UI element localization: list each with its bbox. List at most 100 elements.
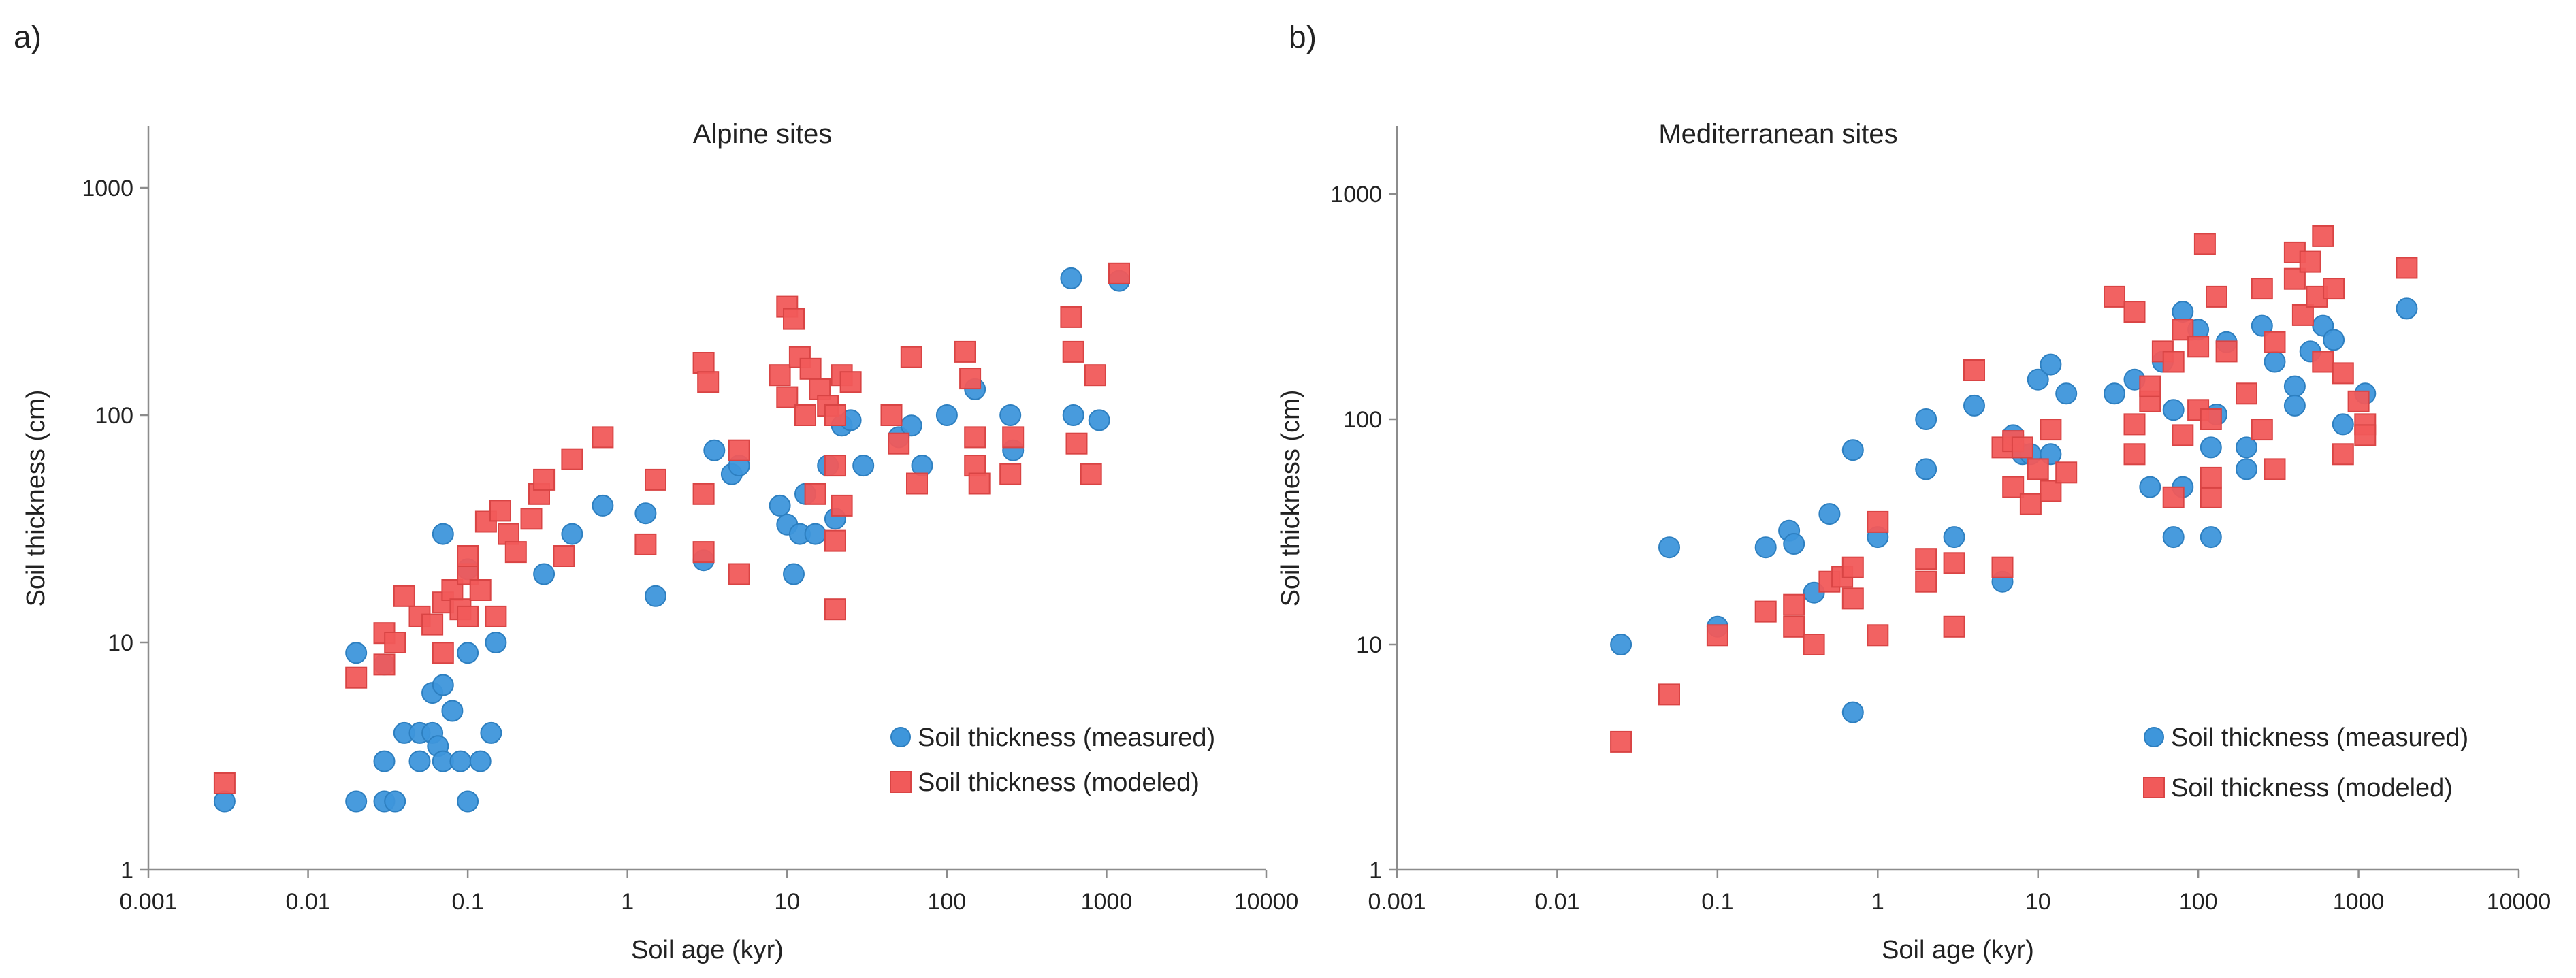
x-tick-label: 10 [774,889,800,915]
x-tick-label: 1 [621,889,634,915]
axis-ticks-b: 0.001 0.01 0.1 1 10 100 1000 10000 1 10 100 1000 [1330,182,2551,915]
point-measured [2200,436,2222,459]
point-measured [1915,458,1937,480]
point-modeled [2323,278,2345,300]
point-modeled [2236,382,2257,405]
point-modeled [692,352,715,374]
y-tick-label: 1 [120,858,133,883]
point-measured [2264,351,2286,373]
legend-b: Soil thickness (measured) Soil thickness… [2143,723,2468,802]
point-modeled [794,404,816,426]
point-measured [2200,526,2222,549]
point-measured [1658,536,1680,559]
point-modeled [1706,624,1728,647]
legend-label-modeled-a: Soil thickness (modeled) [918,768,1200,797]
point-measured [2139,476,2161,498]
point-measured [1915,408,1937,430]
point-modeled [1084,364,1106,387]
point-modeled [421,613,444,636]
point-measured [804,523,826,545]
point-modeled [2055,461,2078,484]
point-modeled [1783,593,1805,616]
point-modeled [824,529,846,552]
point-measured [2055,382,2078,405]
x-tick-label: 0.001 [119,889,177,915]
point-modeled [2264,331,2286,353]
point-measured [769,494,791,517]
point-modeled [2162,486,2185,508]
point-modeled [1610,730,1632,753]
x-tick-label: 1000 [1081,889,1133,915]
y-tick-label: 1000 [82,176,133,201]
point-measured [485,632,507,653]
data-points-b [1610,225,2418,753]
point-modeled [968,472,991,495]
chart-mediterranean-sites: b) Mediterranean sites 0.001 0.01 0.1 1 10 10… [1276,19,2551,964]
point-modeled [964,426,986,449]
point-modeled [2123,443,2146,466]
x-tick-label: 1 [1871,889,1884,915]
point-modeled [2172,424,2194,446]
point-measured [457,642,479,664]
y-tick-label: 100 [1343,407,1382,433]
point-modeled [213,772,236,794]
point-measured [2104,382,2125,405]
point-modeled [728,563,750,585]
point-measured [703,439,726,461]
point-measured [935,404,958,426]
point-measured [449,750,472,772]
legend-marker-modeled-b [2143,777,2165,798]
point-modeled [2299,250,2321,273]
legend-marker-measured-a [890,727,911,747]
point-measured [441,700,464,722]
point-modeled [489,500,511,522]
point-measured [1963,394,1985,417]
point-modeled [345,666,368,689]
point-modeled [2019,493,2042,515]
point-modeled [2200,408,2222,430]
point-modeled [2123,413,2146,436]
x-tick-label: 0.1 [452,889,484,915]
point-modeled [2396,257,2418,279]
point-modeled [692,541,715,564]
point-modeled [824,598,846,621]
x-tick-label: 1000 [2333,889,2385,915]
x-axis-label-b: Soil age (kyr) [1882,936,2034,964]
point-modeled [888,432,910,455]
point-modeled [1943,552,1965,574]
y-tick-label: 1 [1369,858,1382,883]
point-measured [1783,533,1805,555]
point-modeled [2206,285,2227,308]
point-modeled [1065,432,1088,455]
point-modeled [561,448,583,470]
point-modeled [2040,419,2062,441]
point-modeled [728,439,750,461]
point-modeled [2104,285,2125,308]
point-measured [1818,503,1841,525]
point-modeled [2187,336,2210,358]
point-measured [561,523,583,545]
point-modeled [906,472,928,495]
point-measured [2236,436,2257,459]
point-modeled [1841,556,1864,578]
y-tick-label: 10 [1356,632,1382,658]
point-modeled [2251,278,2273,300]
point-modeled [2200,486,2222,508]
point-measured [373,750,396,772]
point-modeled [776,386,799,408]
data-points-a [213,262,1130,813]
x-tick-label: 0.001 [1368,889,1426,915]
point-measured [469,750,492,772]
y-axis-label-a: Soil thickness (cm) [22,390,50,607]
point-modeled [432,642,454,664]
point-modeled [1943,615,1965,638]
point-modeled [1062,340,1084,363]
point-modeled [900,346,922,368]
legend-label-modeled-b: Soil thickness (modeled) [2171,774,2453,802]
point-modeled [592,426,614,449]
chart-title-b: Mediterranean sites [1658,119,1897,149]
point-modeled [2027,458,2049,480]
point-measured [408,750,431,772]
point-modeled [553,545,575,567]
point-modeled [964,455,986,477]
